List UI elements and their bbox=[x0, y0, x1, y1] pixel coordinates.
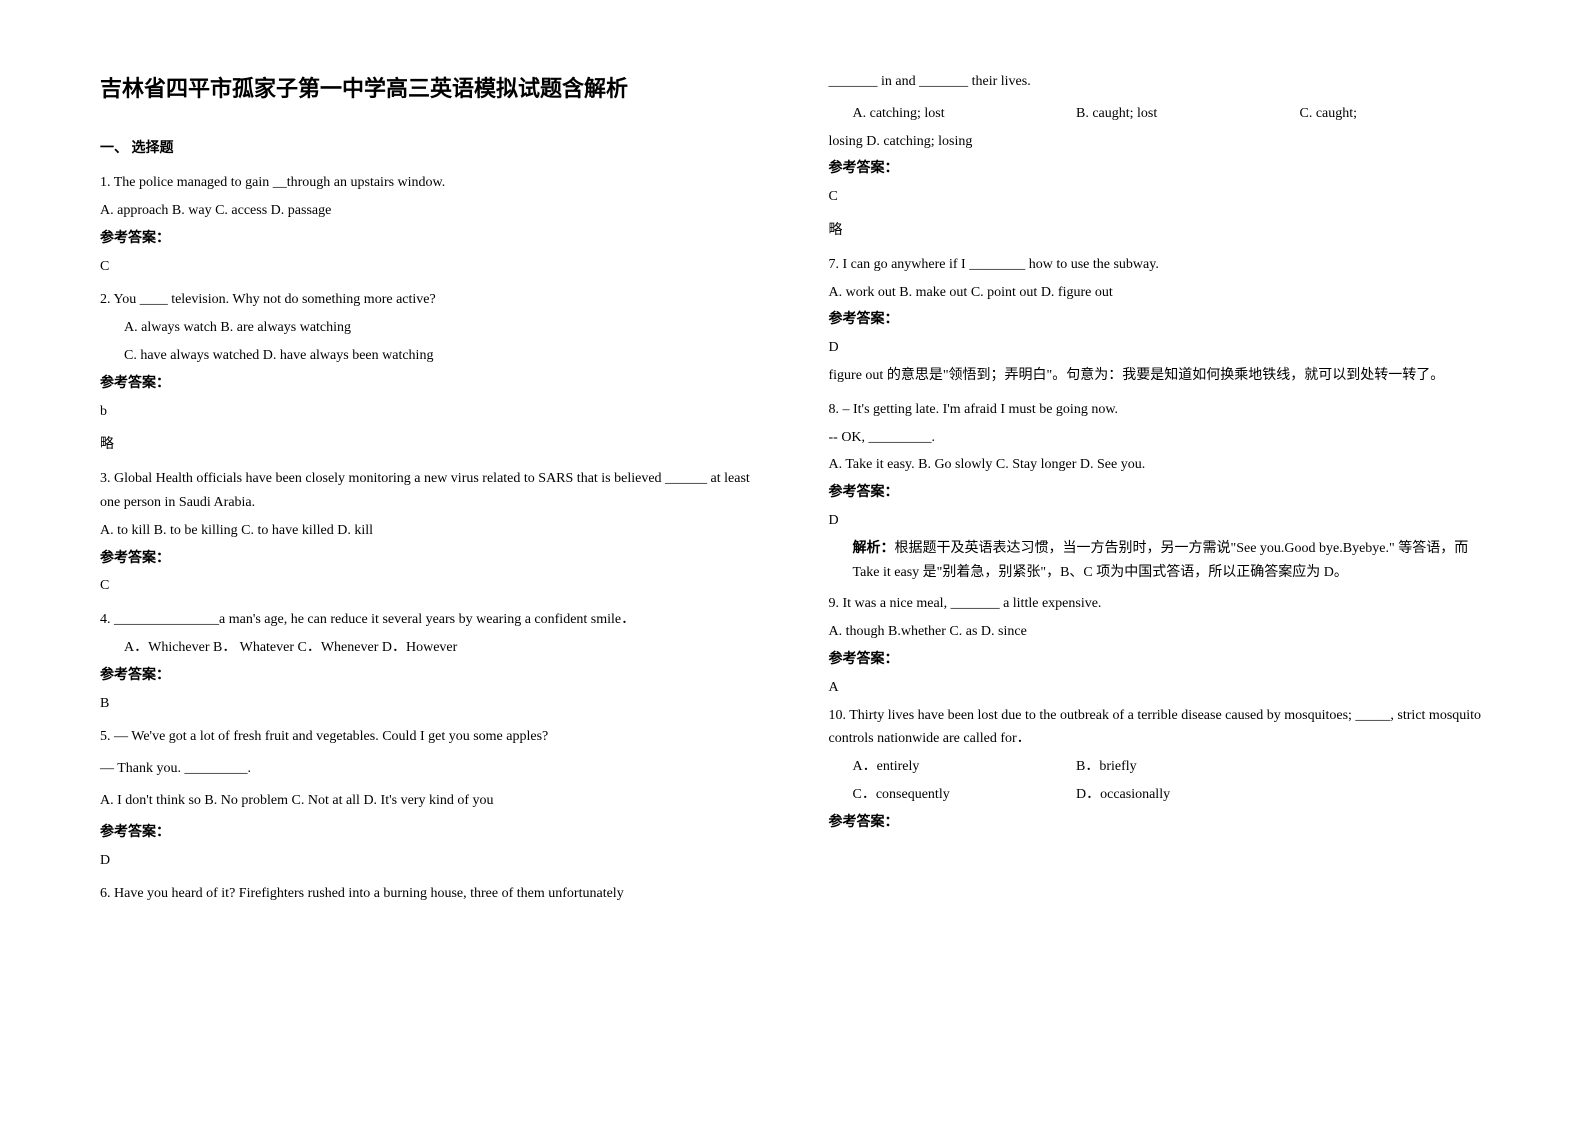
q3-options: A. to kill B. to be killing C. to have k… bbox=[100, 519, 769, 543]
q8-explanation: 解析：根据题干及英语表达习惯，当一方告别时，另一方需说"See you.Good… bbox=[829, 537, 1498, 585]
q9-options: A. though B.whether C. as D. since bbox=[829, 620, 1498, 644]
q7: 7. I can go anywhere if I ________ how t… bbox=[829, 253, 1498, 277]
answer-label: 参考答案： bbox=[100, 372, 769, 396]
q7-explanation: figure out 的意思是"领悟到；弄明白"。句意为：我要是知道如何换乘地铁… bbox=[829, 364, 1498, 388]
q6-options-row1: A. catching; lost B. caught; lost C. cau… bbox=[829, 102, 1498, 126]
q9: 9. It was a nice meal, _______ a little … bbox=[829, 592, 1498, 616]
q10-opt-b: B．briefly bbox=[1076, 759, 1137, 774]
q2-options-b: C. have always watched D. have always be… bbox=[100, 344, 769, 368]
q1-options: A. approach B. way C. access D. passage bbox=[100, 199, 769, 223]
answer-label: 参考答案： bbox=[829, 648, 1498, 672]
q2-options-a: A. always watch B. are always watching bbox=[100, 316, 769, 340]
q10-opt-d: D．occasionally bbox=[1076, 787, 1170, 802]
q10-options-row1: A．entirely B．briefly bbox=[829, 755, 1498, 779]
doc-title: 吉林省四平市孤家子第一中学高三英语模拟试题含解析 bbox=[100, 70, 769, 107]
q6-opt-b: B. caught; lost bbox=[1076, 102, 1296, 126]
q3-answer: C bbox=[100, 574, 769, 598]
q6-answer: C bbox=[829, 185, 1498, 209]
q6-opt-a: A. catching; lost bbox=[853, 102, 1073, 126]
q10-opt-a: A．entirely bbox=[853, 755, 1073, 779]
q6-note: 略 bbox=[829, 219, 1498, 243]
answer-label: 参考答案： bbox=[829, 308, 1498, 332]
q4: 4. _______________a man's age, he can re… bbox=[100, 608, 769, 632]
answer-label: 参考答案： bbox=[100, 821, 769, 845]
q1-answer: C bbox=[100, 255, 769, 279]
answer-label: 参考答案： bbox=[829, 481, 1498, 505]
section-heading: 一、 选择题 bbox=[100, 137, 769, 161]
q5-answer: D bbox=[100, 849, 769, 873]
q7-answer: D bbox=[829, 336, 1498, 360]
q10: 10. Thirty lives have been lost due to t… bbox=[829, 704, 1498, 752]
q6-opt-c: C. caught; bbox=[1300, 106, 1358, 121]
q2: 2. You ____ television. Why not do somet… bbox=[100, 288, 769, 312]
q7-options: A. work out B. make out C. point out D. … bbox=[829, 281, 1498, 305]
q2-answer: b bbox=[100, 400, 769, 424]
answer-label: 参考答案： bbox=[829, 157, 1498, 181]
q8: 8. – It's getting late. I'm afraid I mus… bbox=[829, 398, 1498, 422]
q5: 5. — We've got a lot of fresh fruit and … bbox=[100, 725, 769, 749]
q8-exp-text: 根据题干及英语表达习惯，当一方告别时，另一方需说"See you.Good by… bbox=[853, 541, 1469, 580]
q6b: _______ in and _______ their lives. bbox=[829, 70, 1498, 94]
q2-note: 略 bbox=[100, 433, 769, 457]
q9-answer: A bbox=[829, 676, 1498, 700]
q8-options: A. Take it easy. B. Go slowly C. Stay lo… bbox=[829, 453, 1498, 477]
answer-label: 参考答案： bbox=[100, 547, 769, 571]
q3: 3. Global Health officials have been clo… bbox=[100, 467, 769, 515]
q5b: — Thank you. _________. bbox=[100, 757, 769, 781]
q4-options: A．Whichever B． Whatever C．Whenever D．How… bbox=[100, 636, 769, 660]
answer-label: 参考答案： bbox=[100, 664, 769, 688]
answer-label: 参考答案： bbox=[100, 227, 769, 251]
q10-options-row2: C．consequently D．occasionally bbox=[829, 783, 1498, 807]
answer-label: 参考答案： bbox=[829, 811, 1498, 835]
q8b: -- OK, _________. bbox=[829, 426, 1498, 450]
q1: 1. The police managed to gain __through … bbox=[100, 171, 769, 195]
q10-opt-c: C．consequently bbox=[853, 783, 1073, 807]
explain-label: 解析： bbox=[853, 541, 895, 556]
q6-options-row2: losing D. catching; losing bbox=[829, 130, 1498, 154]
q6: 6. Have you heard of it? Firefighters ru… bbox=[100, 882, 769, 906]
q5-options: A. I don't think so B. No problem C. Not… bbox=[100, 789, 769, 813]
q8-answer: D bbox=[829, 509, 1498, 533]
q4-answer: B bbox=[100, 692, 769, 716]
